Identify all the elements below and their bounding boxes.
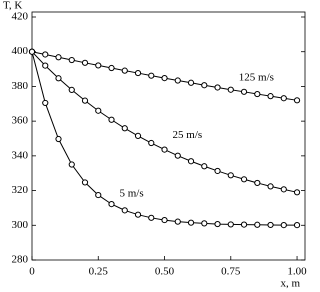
x-tick-label: 0.50	[155, 266, 175, 278]
x-tick-label: 0	[29, 266, 35, 278]
data-point	[68, 161, 75, 168]
data-point	[227, 172, 234, 179]
data-point	[293, 189, 301, 196]
y-tick-label: 360	[12, 115, 29, 127]
data-point	[42, 51, 49, 58]
series-label: 5 m/s	[120, 188, 144, 200]
plot-frame	[31, 11, 306, 261]
data-point	[55, 54, 62, 61]
data-point	[161, 146, 168, 153]
series-label: 25 m/s	[173, 129, 203, 141]
data-point	[148, 214, 155, 221]
data-point	[187, 79, 195, 86]
data-point	[227, 221, 234, 228]
data-point	[174, 152, 181, 159]
data-point	[68, 86, 75, 94]
y-tick-label: 300	[12, 219, 29, 231]
data-point	[267, 183, 274, 190]
data-point	[174, 218, 181, 225]
x-axis-label: x, m	[280, 278, 300, 290]
data-point	[81, 59, 89, 66]
data-point	[187, 219, 195, 226]
data-point	[148, 139, 155, 147]
y-tick-label: 400	[12, 45, 29, 57]
data-point	[201, 163, 208, 170]
data-point	[95, 62, 102, 69]
data-point	[240, 221, 248, 228]
data-point	[280, 95, 287, 102]
data-point	[108, 116, 115, 123]
x-tick-label: 0.75	[221, 266, 241, 278]
data-point	[254, 179, 261, 187]
data-point	[42, 62, 49, 69]
data-point	[108, 201, 115, 208]
data-point	[134, 132, 142, 139]
data-point	[214, 84, 221, 91]
data-point	[240, 88, 248, 95]
data-point	[201, 220, 208, 227]
data-point	[95, 107, 102, 114]
data-point	[161, 74, 168, 82]
data-point	[55, 75, 62, 82]
y-axis-label: T, K	[3, 0, 22, 12]
data-point	[121, 67, 128, 74]
data-point	[134, 211, 142, 218]
data-point	[161, 216, 168, 224]
y-tick-label: 340	[12, 149, 29, 161]
data-point	[81, 179, 89, 186]
data-point	[187, 158, 195, 165]
data-point	[293, 222, 301, 229]
data-point	[267, 93, 274, 100]
y-tick-label: 320	[12, 184, 29, 196]
series-label: 125 m/s	[239, 71, 274, 83]
chart: T, K x, m 280 300 320 340 360 380 400 420 0 0.25 0…	[3, 0, 307, 290]
data-point	[201, 82, 208, 89]
y-tick-label: 420	[12, 11, 29, 23]
data-point	[214, 220, 221, 228]
data-point	[214, 167, 221, 175]
data-point	[81, 97, 89, 104]
x-tick-label: 0.25	[89, 266, 109, 278]
data-point	[68, 56, 75, 64]
data-point	[95, 191, 102, 199]
data-point	[240, 176, 248, 183]
data-point	[267, 221, 274, 229]
data-point	[121, 207, 128, 214]
data-point	[254, 90, 261, 98]
data-point	[42, 99, 49, 107]
data-point	[227, 86, 234, 93]
data-point	[55, 135, 62, 143]
data-point	[280, 222, 287, 229]
y-tick-label: 280	[12, 254, 29, 266]
data-point	[121, 125, 128, 132]
data-point	[254, 221, 261, 228]
x-tick-label: 1.00	[287, 266, 307, 278]
y-tick-label: 380	[12, 80, 29, 92]
data-point	[293, 97, 301, 104]
data-point	[108, 64, 115, 72]
data-point	[280, 186, 287, 193]
data-point	[134, 69, 142, 77]
data-point	[174, 77, 181, 84]
data-point	[148, 72, 155, 79]
data-point	[28, 48, 36, 55]
